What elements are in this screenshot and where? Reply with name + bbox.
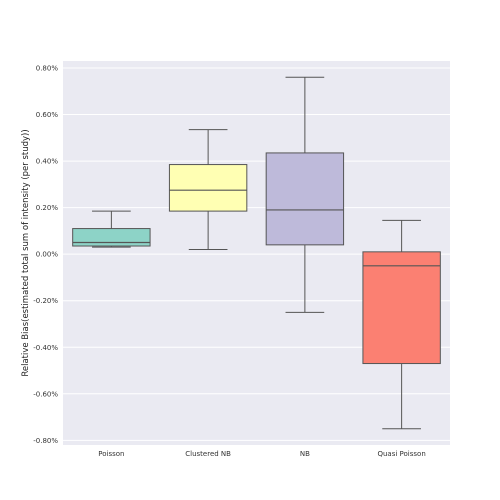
box-iqr — [168, 164, 248, 212]
box-iqr — [362, 251, 441, 365]
box-quasi-poisson — [362, 219, 441, 430]
y-tick-label: 0.20% — [36, 204, 59, 212]
gridlines — [63, 67, 450, 441]
y-tick-label: -0.80% — [33, 437, 58, 445]
y-tick-label: 0.80% — [36, 64, 59, 72]
y-axis-label: Relative Bias(estimated total sum of int… — [21, 129, 31, 376]
y-tick-labels: -0.80% -0.60% -0.40% -0.20% 0.00% 0.20% 0.40% 0… — [33, 64, 58, 444]
y-tick-label: -0.40% — [33, 344, 58, 352]
box-poisson — [72, 210, 151, 248]
x-tick-label: Quasi Poisson — [377, 450, 425, 458]
box-nb — [265, 76, 345, 313]
y-tick-label: -0.60% — [33, 390, 58, 398]
box-iqr — [265, 152, 345, 246]
x-tick-labels: Poisson Clustered NB NB Quasi Poisson — [98, 450, 425, 458]
boxes — [72, 76, 441, 430]
x-tick-label: Clustered NB — [185, 450, 231, 458]
box-clustered-nb — [168, 129, 248, 251]
x-tick-label: NB — [300, 450, 310, 458]
x-tick-label: Poisson — [98, 450, 124, 458]
y-tick-label: -0.20% — [33, 297, 58, 305]
y-tick-label: 0.00% — [36, 251, 59, 259]
y-tick-label: 0.40% — [36, 158, 59, 166]
y-tick-label: 0.60% — [36, 111, 59, 119]
box-iqr — [72, 228, 151, 247]
